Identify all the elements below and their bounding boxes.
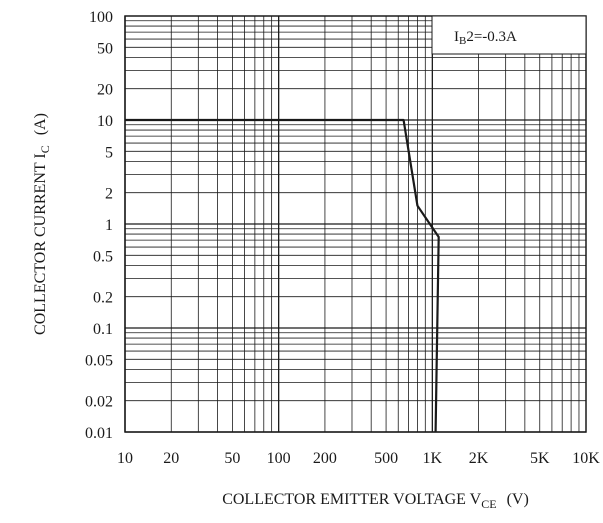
series-line bbox=[125, 118, 440, 433]
legend-label-sub: B bbox=[459, 35, 466, 47]
y-tick-label: 0.5 bbox=[93, 248, 113, 265]
x-tick-label: 200 bbox=[313, 450, 337, 467]
legend-box bbox=[431, 15, 587, 55]
y-tick-label: 1 bbox=[105, 217, 113, 234]
x-tick-label: 500 bbox=[374, 450, 398, 467]
legend: IB2=-0.3A bbox=[431, 15, 587, 55]
x-tick-label: 20 bbox=[163, 450, 179, 467]
x-axis-label-sub: CE bbox=[481, 497, 496, 511]
legend-label-rest: 2=-0.3A bbox=[466, 29, 517, 45]
y-tick-label: 0.2 bbox=[93, 290, 113, 307]
y-tick-label: 5 bbox=[105, 144, 113, 161]
x-axis-label-unit: (V) bbox=[507, 491, 529, 508]
grid bbox=[124, 16, 586, 433]
x-tick-label: 2K bbox=[469, 450, 489, 467]
y-tick-labels: 100 50 20 10 5 2 1 0.5 0.2 0.1 0.05 0.02 0.01 bbox=[85, 9, 113, 442]
x-tick-label: 10K bbox=[572, 450, 600, 467]
y-tick-label: 0.02 bbox=[85, 394, 113, 411]
legend-label: IB2=-0.3A bbox=[454, 29, 517, 47]
x-axis-label: COLLECTOR EMITTER VOLTAGE VCE (V) bbox=[222, 491, 529, 511]
plot-frame bbox=[124, 15, 587, 433]
series-layer bbox=[125, 118, 440, 433]
y-axis-label: COLLECTOR CURRENT IC (A) bbox=[32, 113, 52, 335]
x-tick-label: 5K bbox=[530, 450, 550, 467]
x-tick-label: 50 bbox=[224, 450, 240, 467]
y-tick-label: 0.05 bbox=[85, 352, 113, 369]
x-axis-label-main: COLLECTOR EMITTER VOLTAGE V bbox=[222, 491, 481, 508]
y-tick-label: 2 bbox=[105, 186, 113, 203]
x-tick-labels: 10 20 50 100 200 500 1K 2K 5K 10K bbox=[117, 450, 600, 467]
y-axis-label-unit: (A) bbox=[32, 113, 49, 135]
y-tick-label: 100 bbox=[89, 9, 113, 26]
y-axis-label-main: COLLECTOR CURRENT I bbox=[32, 153, 49, 335]
y-tick-label: 50 bbox=[97, 40, 113, 57]
x-tick-label: 1K bbox=[423, 450, 443, 467]
legend-label-main: I bbox=[454, 29, 459, 45]
y-axis-label-sub: C bbox=[38, 145, 52, 153]
x-tick-label: 10 bbox=[117, 450, 133, 467]
y-tick-label: 0.1 bbox=[93, 321, 113, 338]
y-tick-label: 10 bbox=[97, 113, 113, 130]
y-tick-label: 0.01 bbox=[85, 425, 113, 442]
y-tick-label: 20 bbox=[97, 82, 113, 99]
x-tick-label: 100 bbox=[267, 450, 291, 467]
